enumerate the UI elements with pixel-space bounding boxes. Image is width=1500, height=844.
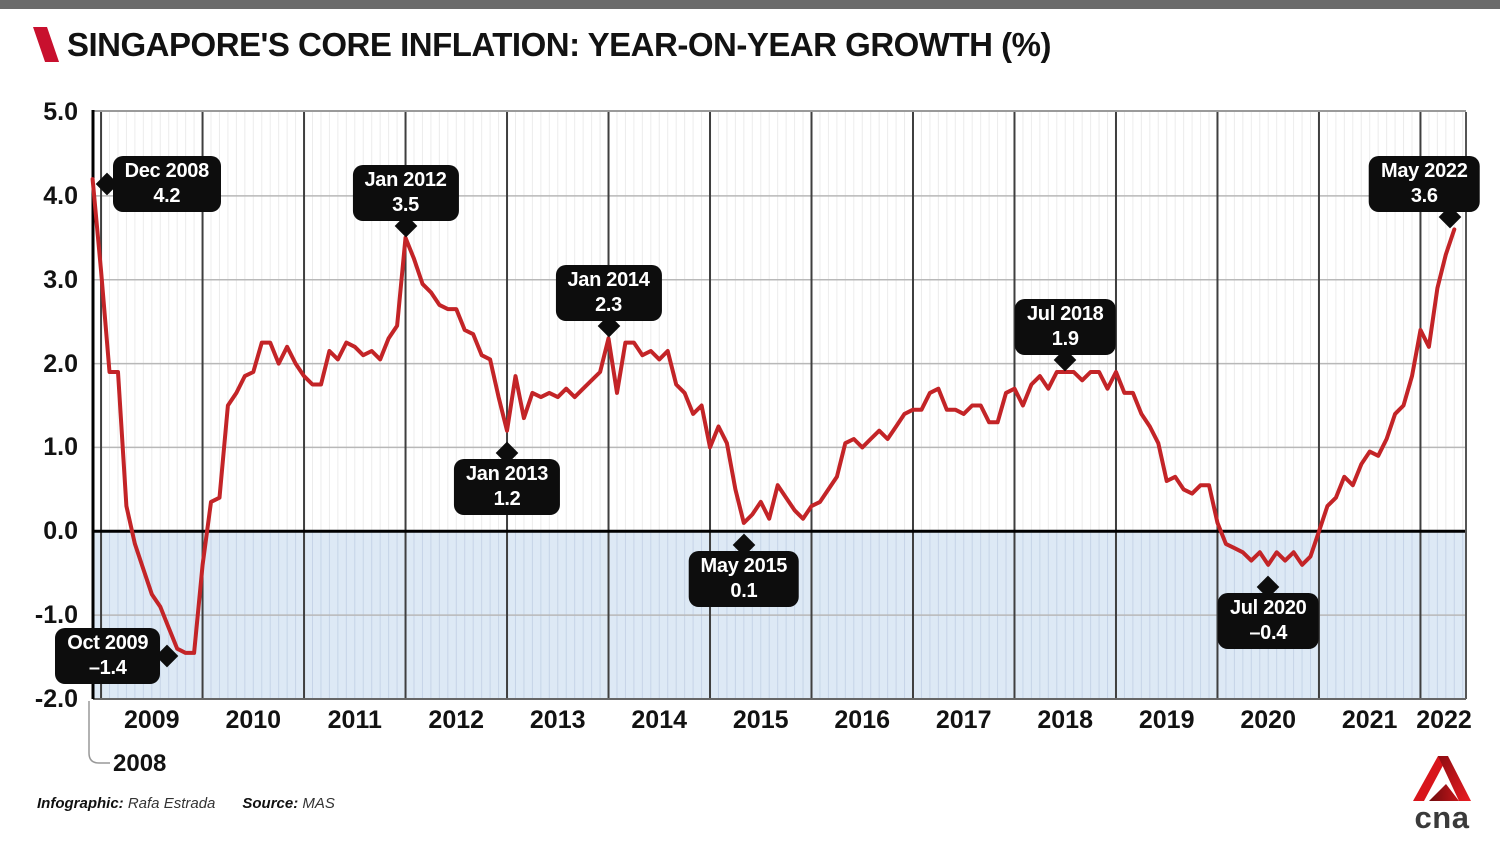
x-tick-label: 2022: [1416, 706, 1472, 734]
cna-logo-text: cna: [1414, 800, 1470, 835]
x-tick-label: 2011: [327, 706, 382, 734]
x-tick-label: 2016: [834, 706, 891, 734]
x-tick-label: 2020: [1240, 706, 1296, 734]
x-tick-label: 2021: [1341, 706, 1398, 734]
y-tick-label: 2.0: [43, 349, 78, 378]
callout-value: 1.2: [493, 487, 521, 510]
x-tick-label: 2015: [732, 706, 789, 734]
callout-date: May 2015: [700, 554, 788, 577]
callout-value: 2.3: [595, 294, 622, 317]
callout-2008-12: Dec 2008 4.2: [112, 156, 221, 213]
x-tick-label: 2014: [631, 706, 688, 734]
callout-2014-01: Jan 2014 2.3: [555, 265, 662, 322]
callout-2012-01: Jan 2012 3.5: [352, 164, 459, 221]
source-value: MAS: [302, 795, 335, 812]
y-tick-label: -1.0: [34, 601, 78, 630]
x-tick-label: 2017: [935, 706, 992, 734]
callout-2018-07: Jul 2018 1.9: [1014, 298, 1116, 355]
callout-date: Jul 2020: [1229, 596, 1307, 619]
callout-value: 3.5: [392, 193, 419, 216]
y-tick-label: -2.0: [34, 685, 78, 713]
y-tick-label: 5.0: [43, 98, 78, 126]
callout-2013-01: Jan 2013 1.2: [453, 458, 561, 515]
x-tick-label: 2010: [225, 706, 282, 734]
y-tick-label: 3.0: [43, 265, 78, 294]
callout-value: –0.4: [1249, 621, 1288, 644]
y-tick-label: 1.0: [43, 433, 78, 462]
callout-value: 3.6: [1410, 185, 1438, 208]
inflation-line: [90, 177, 1457, 655]
chart-title: SINGAPORE'S CORE INFLATION: YEAR-ON-YEAR…: [67, 26, 1051, 63]
infographic-label: Infographic:: [37, 795, 124, 812]
callout-value: 0.1: [730, 579, 758, 602]
callout-2020-07: Jul 2020 –0.4: [1217, 592, 1319, 649]
callout-date: Jul 2018: [1026, 302, 1104, 325]
callout-value: 1.9: [1051, 327, 1079, 350]
top-accent-bar: [0, 0, 1500, 9]
x-tick-label: 2013: [529, 706, 586, 734]
x-axis-start-year-label: 2008: [113, 750, 167, 777]
callout-date: Dec 2008: [124, 160, 210, 183]
infographic-credit: Rafa Estrada: [127, 795, 216, 812]
y-tick-label: 4.0: [43, 181, 78, 210]
start-year-connector: [88, 701, 110, 764]
callout-date: Jan 2012: [364, 168, 447, 191]
callout-date: Oct 2009: [67, 631, 149, 654]
callout-value: 4.2: [153, 185, 181, 208]
x-tick-label: 2019: [1138, 706, 1195, 734]
x-tick-label: 2012: [428, 706, 485, 734]
callout-date: Jan 2014: [567, 269, 650, 292]
x-tick-label: 2009: [123, 706, 180, 734]
source-label: Source:: [242, 795, 299, 812]
callout-date: Jan 2013: [465, 462, 549, 485]
cna-logo: cna: [1404, 755, 1480, 840]
callout-value: –1.4: [88, 656, 127, 679]
callout-2009-10: Oct 2009 –1.4: [55, 627, 161, 684]
callout-2022-05: May 2022 3.6: [1369, 156, 1480, 213]
callout-2015-05: May 2015 0.1: [688, 550, 800, 607]
credits-footer: Infographic: Rafa Estrada Source: MAS: [37, 795, 335, 812]
x-tick-label: 2018: [1037, 706, 1093, 734]
callout-date: May 2022: [1381, 160, 1468, 183]
cna-logo-mark-icon: [1413, 756, 1471, 801]
y-tick-label: 0.0: [43, 517, 78, 546]
